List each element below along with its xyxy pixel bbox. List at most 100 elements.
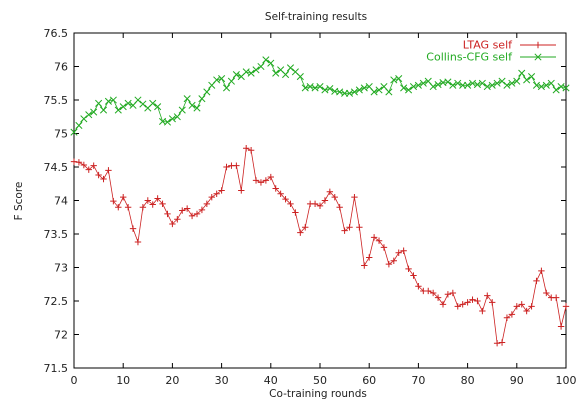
data-point-ltag-self bbox=[80, 161, 88, 169]
data-point-ltag-self bbox=[395, 249, 402, 256]
data-point-ltag-self bbox=[366, 254, 373, 261]
data-point-ltag-self bbox=[503, 314, 511, 321]
legend-label-ltag-self: LTAG self bbox=[463, 39, 513, 52]
y-tick-label: 76.5 bbox=[44, 27, 69, 40]
y-tick-label: 72 bbox=[54, 329, 68, 342]
data-point-collins-cfg-self bbox=[173, 113, 181, 121]
x-tick-label: 90 bbox=[510, 374, 524, 387]
data-point-collins-cfg-self bbox=[119, 103, 127, 111]
data-point-ltag-self bbox=[518, 301, 525, 308]
data-point-collins-cfg-self bbox=[444, 78, 452, 86]
data-point-ltag-self bbox=[75, 159, 83, 166]
y-tick-label: 75.5 bbox=[44, 94, 69, 107]
data-point-ltag-self bbox=[469, 296, 476, 303]
data-point-ltag-self bbox=[454, 303, 461, 310]
data-point-collins-cfg-self bbox=[537, 83, 545, 91]
data-point-collins-cfg-self bbox=[213, 76, 221, 84]
data-point-ltag-self bbox=[400, 247, 407, 254]
data-point-collins-cfg-self bbox=[242, 68, 250, 76]
data-point-collins-cfg-self bbox=[149, 99, 157, 107]
data-point-ltag-self bbox=[356, 224, 363, 231]
data-point-ltag-self bbox=[375, 237, 383, 244]
data-point-ltag-self bbox=[267, 173, 274, 181]
data-point-collins-cfg-self bbox=[542, 81, 550, 89]
data-point-collins-cfg-self bbox=[222, 84, 231, 92]
x-tick-label: 80 bbox=[461, 374, 475, 387]
data-point-ltag-self bbox=[513, 303, 520, 310]
data-point-collins-cfg-self bbox=[528, 72, 536, 81]
data-point-collins-cfg-self bbox=[282, 70, 290, 79]
data-point-ltag-self bbox=[557, 323, 565, 330]
data-point-ltag-self bbox=[188, 212, 196, 220]
data-point-collins-cfg-self bbox=[154, 103, 162, 111]
data-point-collins-cfg-self bbox=[85, 111, 93, 119]
data-point-collins-cfg-self bbox=[286, 64, 295, 72]
data-point-ltag-self bbox=[336, 204, 343, 211]
data-point-collins-cfg-self bbox=[75, 121, 83, 130]
series-layer bbox=[70, 56, 570, 347]
y-axis-label: F Score bbox=[13, 182, 25, 221]
data-point-ltag-self bbox=[341, 227, 348, 234]
x-tick-label: 20 bbox=[165, 374, 179, 387]
data-point-ltag-self bbox=[124, 204, 132, 211]
data-point-collins-cfg-self bbox=[464, 81, 472, 89]
data-point-ltag-self bbox=[562, 303, 570, 310]
data-point-collins-cfg-self bbox=[488, 81, 496, 89]
series-line-ltag-self bbox=[73, 147, 567, 344]
x-tick-label: 60 bbox=[362, 374, 376, 387]
data-point-ltag-self bbox=[302, 224, 309, 231]
data-point-collins-cfg-self bbox=[227, 77, 235, 85]
data-point-ltag-self bbox=[183, 205, 191, 212]
data-point-collins-cfg-self bbox=[99, 106, 108, 114]
data-point-collins-cfg-self bbox=[419, 79, 427, 87]
data-point-ltag-self bbox=[213, 190, 220, 197]
x-axis-label: Co-training rounds bbox=[269, 388, 367, 400]
data-point-collins-cfg-self bbox=[395, 75, 403, 83]
data-point-ltag-self bbox=[321, 197, 329, 204]
data-point-ltag-self bbox=[243, 145, 250, 152]
data-point-collins-cfg-self bbox=[267, 59, 275, 67]
data-point-ltag-self bbox=[233, 162, 240, 169]
data-point-ltag-self bbox=[282, 195, 289, 203]
data-point-collins-cfg-self bbox=[449, 81, 457, 89]
data-point-ltag-self bbox=[385, 260, 393, 268]
data-point-ltag-self bbox=[434, 294, 442, 301]
data-point-ltag-self bbox=[252, 177, 260, 184]
data-point-ltag-self bbox=[115, 204, 122, 211]
data-point-ltag-self bbox=[489, 299, 496, 306]
series-line-collins-cfg-self bbox=[73, 59, 567, 133]
data-point-ltag-self bbox=[311, 200, 319, 208]
data-point-collins-cfg-self bbox=[168, 115, 176, 123]
data-point-collins-cfg-self bbox=[355, 86, 363, 94]
data-point-ltag-self bbox=[159, 200, 166, 208]
data-point-collins-cfg-self bbox=[183, 95, 191, 103]
data-point-ltag-self bbox=[464, 299, 471, 306]
data-point-ltag-self bbox=[179, 207, 186, 214]
data-point-ltag-self bbox=[380, 244, 388, 251]
data-point-collins-cfg-self bbox=[473, 81, 481, 89]
data-point-collins-cfg-self bbox=[370, 88, 378, 96]
data-point-ltag-self bbox=[100, 175, 107, 183]
data-point-collins-cfg-self bbox=[203, 88, 211, 96]
data-point-collins-cfg-self bbox=[518, 69, 526, 77]
data-point-collins-cfg-self bbox=[532, 81, 541, 89]
data-point-ltag-self bbox=[262, 177, 270, 184]
x-tick-label: 100 bbox=[556, 374, 577, 387]
data-point-ltag-self bbox=[70, 158, 78, 165]
y-tick-label: 75 bbox=[54, 128, 68, 141]
data-point-ltag-self bbox=[144, 197, 151, 204]
data-point-collins-cfg-self bbox=[523, 76, 531, 84]
data-point-collins-cfg-self bbox=[316, 83, 324, 91]
data-point-ltag-self bbox=[272, 185, 279, 192]
data-point-ltag-self bbox=[523, 307, 530, 315]
data-point-ltag-self bbox=[528, 303, 535, 310]
data-point-ltag-self bbox=[351, 193, 358, 201]
data-point-collins-cfg-self bbox=[247, 69, 255, 77]
data-point-collins-cfg-self bbox=[454, 79, 462, 87]
data-point-ltag-self bbox=[120, 193, 127, 201]
data-point-ltag-self bbox=[474, 297, 481, 305]
data-point-ltag-self bbox=[105, 167, 112, 174]
data-point-collins-cfg-self bbox=[109, 96, 117, 104]
data-point-collins-cfg-self bbox=[547, 79, 555, 87]
